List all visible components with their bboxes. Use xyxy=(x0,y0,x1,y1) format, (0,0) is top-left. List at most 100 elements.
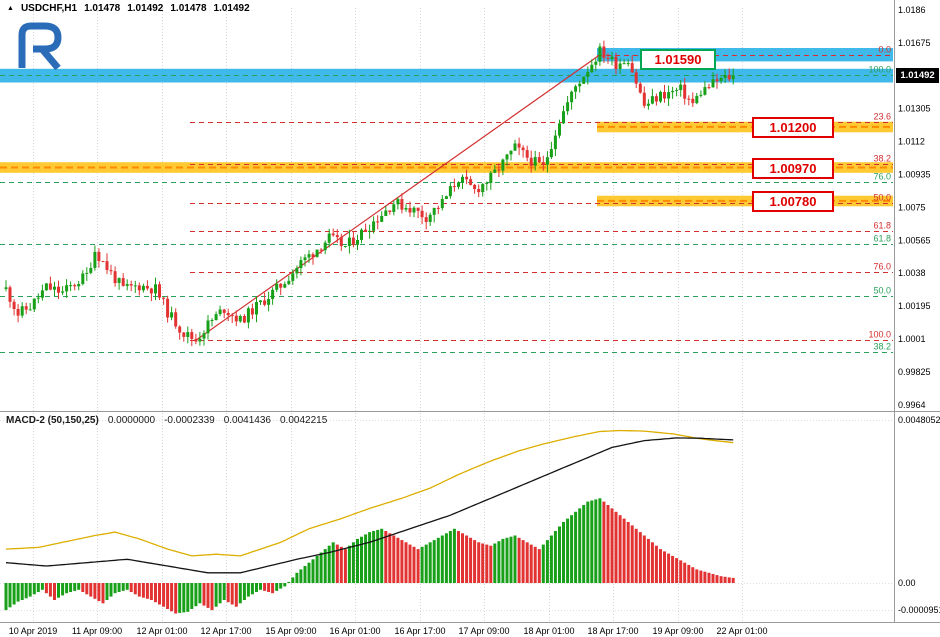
candle-body xyxy=(81,273,85,284)
candle-body xyxy=(238,316,242,322)
macd-histogram-bar xyxy=(77,583,81,590)
candle-body xyxy=(659,91,662,102)
macd-histogram-bar xyxy=(20,583,24,600)
macd-histogram-bar xyxy=(101,583,105,604)
candle-body xyxy=(622,63,626,65)
candle-body xyxy=(691,98,695,104)
highlight-band-cyan[interactable] xyxy=(0,68,893,83)
candle-body xyxy=(432,207,436,215)
candle-body xyxy=(182,332,186,337)
candle-body xyxy=(396,199,400,205)
candle-body xyxy=(263,300,267,305)
x-axis-label: 18 Apr 17:00 xyxy=(587,626,638,636)
candle-body xyxy=(549,149,553,158)
y-axis-label: 1.0075 xyxy=(898,202,926,212)
support-level-label-2[interactable]: 1.00970 xyxy=(752,158,834,179)
candle-body xyxy=(553,135,557,150)
macd-histogram-bar xyxy=(675,558,679,583)
candle-body xyxy=(558,123,561,136)
candle-body xyxy=(590,64,594,73)
macd-histogram-bar xyxy=(32,583,36,595)
resistance-level-label[interactable]: 1.01590 xyxy=(640,49,716,70)
macd-value-2: -0.0002339 xyxy=(164,415,215,426)
macd-histogram-bar xyxy=(404,542,408,583)
candle-body xyxy=(214,314,218,320)
macd-histogram-bar xyxy=(679,560,683,583)
candle-body xyxy=(32,298,36,310)
fib-level-label: 100.0 xyxy=(868,65,891,75)
candle-body xyxy=(154,284,157,294)
candle-body xyxy=(85,272,89,274)
macd-histogram-bar xyxy=(400,540,404,583)
macd-header: MACD-2 (50,150,25) 0.0000000 -0.0002339 … xyxy=(6,415,327,426)
chart-marker-icon: ▲ xyxy=(7,4,14,12)
y-axis-label: 0.9964 xyxy=(898,400,926,410)
candle-body xyxy=(28,309,32,311)
macd-histogram-bar xyxy=(198,583,202,604)
candle-body xyxy=(679,84,683,90)
candle-body xyxy=(226,312,230,316)
candle-body xyxy=(521,147,525,151)
candle-body xyxy=(267,299,271,305)
candle-body xyxy=(105,261,109,270)
macd-histogram-bar xyxy=(319,552,323,583)
macd-histogram-bar xyxy=(566,518,570,583)
candle-body xyxy=(610,56,614,59)
candle-body xyxy=(420,210,424,218)
macd-histogram-bar xyxy=(238,583,242,604)
macd-value-1: 0.0000000 xyxy=(107,415,156,426)
candle-body xyxy=(69,285,73,287)
candle-body xyxy=(125,284,129,286)
macd-histogram-bar xyxy=(279,583,283,589)
macd-histogram-bar xyxy=(707,572,711,583)
fib-level-label: 76.0 xyxy=(873,172,891,182)
fib-level-label: 76.0 xyxy=(873,262,891,272)
support-level-label-1[interactable]: 1.01200 xyxy=(752,117,834,138)
macd-histogram-bar xyxy=(614,511,618,583)
macd-histogram-bar xyxy=(444,533,448,583)
candle-body xyxy=(509,150,513,155)
candle-body xyxy=(234,315,238,322)
macd-histogram-bar xyxy=(412,546,416,583)
candle-body xyxy=(255,302,258,315)
candle-body xyxy=(392,204,396,212)
macd-axis-label: 0.0048052 xyxy=(898,415,940,425)
candle-body xyxy=(683,84,687,99)
candle-body xyxy=(356,240,359,245)
candle-body xyxy=(65,285,69,292)
candle-body xyxy=(319,249,323,251)
candle-body xyxy=(711,79,715,88)
candle-body xyxy=(626,63,630,65)
candle-body xyxy=(210,320,214,321)
macd-histogram-bar xyxy=(416,549,420,583)
macd-histogram-bar xyxy=(517,537,521,583)
fib-level-label: 38.2 xyxy=(873,342,891,352)
macd-histogram-bar xyxy=(521,540,525,583)
macd-histogram-bar xyxy=(267,583,271,592)
macd-value-3: 0.0041436 xyxy=(223,415,271,426)
candle-body xyxy=(465,176,469,180)
macd-histogram-bar xyxy=(711,574,715,583)
y-axis-label: 1.01305 xyxy=(898,104,931,114)
candle-body xyxy=(129,284,133,286)
macd-histogram-bar xyxy=(525,542,529,583)
candle-body xyxy=(469,179,473,185)
candle-body xyxy=(582,76,586,84)
candle-body xyxy=(61,291,65,293)
macd-histogram-bar xyxy=(461,533,464,583)
macd-histogram-bar xyxy=(602,501,606,583)
macd-histogram-bar xyxy=(24,583,28,599)
candle-body xyxy=(162,297,166,299)
candle-body xyxy=(529,157,533,166)
macd-histogram-bar xyxy=(634,528,638,583)
support-level-label-3[interactable]: 1.00780 xyxy=(752,191,834,212)
macd-histogram-bar xyxy=(654,545,658,583)
trendline[interactable] xyxy=(195,54,601,341)
macd-histogram-bar xyxy=(545,540,549,583)
macd-histogram-bar xyxy=(339,546,343,583)
macd-histogram-bar xyxy=(432,540,436,583)
macd-histogram-bar xyxy=(477,542,481,583)
candle-body xyxy=(24,306,28,310)
